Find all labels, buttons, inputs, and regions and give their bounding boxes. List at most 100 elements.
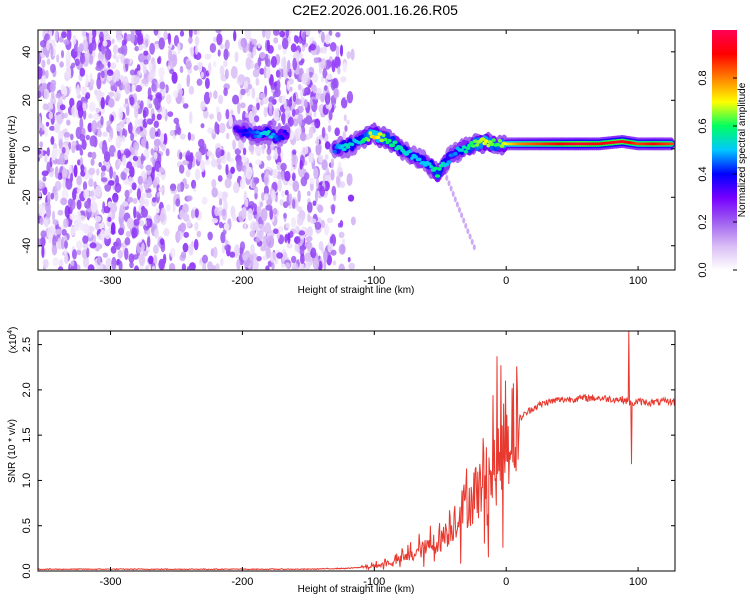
noise-speckle bbox=[115, 135, 122, 149]
noise-speckle bbox=[66, 66, 71, 78]
noise-speckle bbox=[104, 151, 111, 163]
noise-speckle bbox=[223, 87, 228, 97]
signal-mark bbox=[349, 142, 355, 147]
colorbar-tick-label: 0.4 bbox=[697, 166, 709, 181]
noise-speckle bbox=[42, 175, 47, 182]
noise-speckle bbox=[76, 175, 82, 186]
noise-speckle bbox=[61, 229, 67, 236]
signal-streak bbox=[460, 212, 464, 219]
noise-speckle bbox=[321, 127, 326, 139]
noise-speckle bbox=[97, 255, 101, 264]
noise-speckle bbox=[70, 226, 76, 236]
noise-speckle bbox=[183, 213, 190, 222]
noise-speckle bbox=[346, 51, 351, 59]
noise-speckle bbox=[272, 168, 278, 179]
noise-speckle bbox=[133, 218, 140, 226]
noise-speckle bbox=[214, 207, 219, 217]
signal-mark bbox=[417, 157, 422, 162]
noise-speckle bbox=[341, 238, 346, 246]
noise-speckle bbox=[244, 112, 249, 118]
spectrogram-y-ticks: -40 -20 0 20 40 bbox=[21, 46, 675, 254]
noise-speckle bbox=[253, 115, 260, 123]
noise-speckle bbox=[267, 45, 274, 54]
noise-speckle bbox=[81, 86, 87, 96]
noise-speckle bbox=[151, 166, 156, 174]
noise-speckle bbox=[335, 32, 341, 38]
noise-speckle bbox=[149, 127, 157, 140]
noise-speckle bbox=[263, 185, 269, 196]
signal-mark bbox=[465, 146, 471, 150]
noise-speckle bbox=[186, 265, 193, 270]
signal-mark bbox=[459, 148, 464, 152]
signal-mark bbox=[255, 130, 260, 134]
noise-speckle bbox=[291, 109, 296, 117]
noise-speckle bbox=[117, 249, 123, 259]
noise-speckle bbox=[290, 43, 297, 53]
noise-speckle bbox=[271, 262, 275, 270]
noise-speckle bbox=[72, 249, 77, 260]
noise-speckle bbox=[118, 160, 122, 166]
noise-speckle bbox=[224, 178, 232, 189]
noise-speckle bbox=[177, 183, 182, 193]
noise-speckle bbox=[65, 178, 73, 190]
noise-speckle bbox=[224, 239, 229, 245]
noise-speckle bbox=[225, 109, 230, 120]
noise-speckle bbox=[265, 246, 271, 259]
noise-speckle bbox=[108, 98, 115, 108]
noise-speckle bbox=[322, 46, 327, 54]
colorbar-tick-label: 0.6 bbox=[697, 118, 709, 133]
noise-speckle bbox=[108, 91, 114, 97]
noise-speckle bbox=[238, 74, 246, 84]
noise-speckle bbox=[268, 96, 275, 103]
noise-speckle bbox=[135, 85, 143, 92]
noise-speckle bbox=[72, 35, 77, 46]
noise-speckle bbox=[151, 265, 156, 270]
noise-speckle bbox=[177, 43, 181, 55]
noise-speckle bbox=[54, 166, 59, 179]
noise-speckle bbox=[82, 242, 89, 249]
noise-speckle bbox=[213, 60, 217, 68]
noise-speckle bbox=[218, 94, 224, 105]
noise-speckle bbox=[240, 88, 246, 96]
noise-speckle bbox=[166, 204, 171, 212]
noise-speckle bbox=[81, 139, 87, 151]
noise-speckle bbox=[61, 31, 67, 39]
snr-scale-exp: 4 bbox=[7, 330, 14, 334]
noise-speckle bbox=[304, 256, 312, 262]
noise-speckle bbox=[314, 190, 319, 203]
noise-speckle bbox=[188, 30, 193, 39]
noise-speckle bbox=[100, 229, 106, 240]
noise-speckle bbox=[118, 109, 123, 121]
noise-speckle bbox=[159, 81, 166, 90]
noise-speckle bbox=[51, 244, 58, 256]
noise-speckle bbox=[122, 154, 127, 166]
noise-speckle bbox=[111, 38, 115, 45]
noise-speckle bbox=[326, 217, 334, 223]
noise-speckle bbox=[114, 182, 122, 193]
noise-speckle bbox=[295, 50, 300, 63]
signal-mark bbox=[366, 138, 371, 142]
noise-speckle bbox=[241, 207, 247, 220]
noise-speckle bbox=[254, 220, 259, 232]
noise-speckle bbox=[273, 108, 280, 121]
signal-streak bbox=[472, 244, 476, 251]
noise-speckle bbox=[224, 39, 230, 50]
noise-speckle bbox=[298, 60, 304, 66]
noise-speckle bbox=[319, 185, 326, 197]
x-tick-label: -100 bbox=[363, 275, 385, 287]
noise-speckle bbox=[292, 118, 299, 127]
noise-speckle bbox=[332, 77, 339, 90]
noise-speckle bbox=[277, 145, 281, 156]
noise-speckle bbox=[327, 241, 334, 253]
noise-speckle bbox=[225, 132, 230, 140]
noise-speckle bbox=[134, 265, 139, 270]
noise-speckle bbox=[54, 122, 61, 133]
noise-speckle bbox=[63, 39, 70, 45]
noise-speckle bbox=[326, 74, 333, 80]
noise-speckle bbox=[102, 131, 108, 137]
signal-streak bbox=[447, 180, 451, 187]
noise-speckle bbox=[268, 74, 274, 87]
noise-speckle bbox=[38, 90, 42, 99]
noise-speckle bbox=[89, 135, 96, 147]
noise-speckle bbox=[59, 104, 66, 111]
